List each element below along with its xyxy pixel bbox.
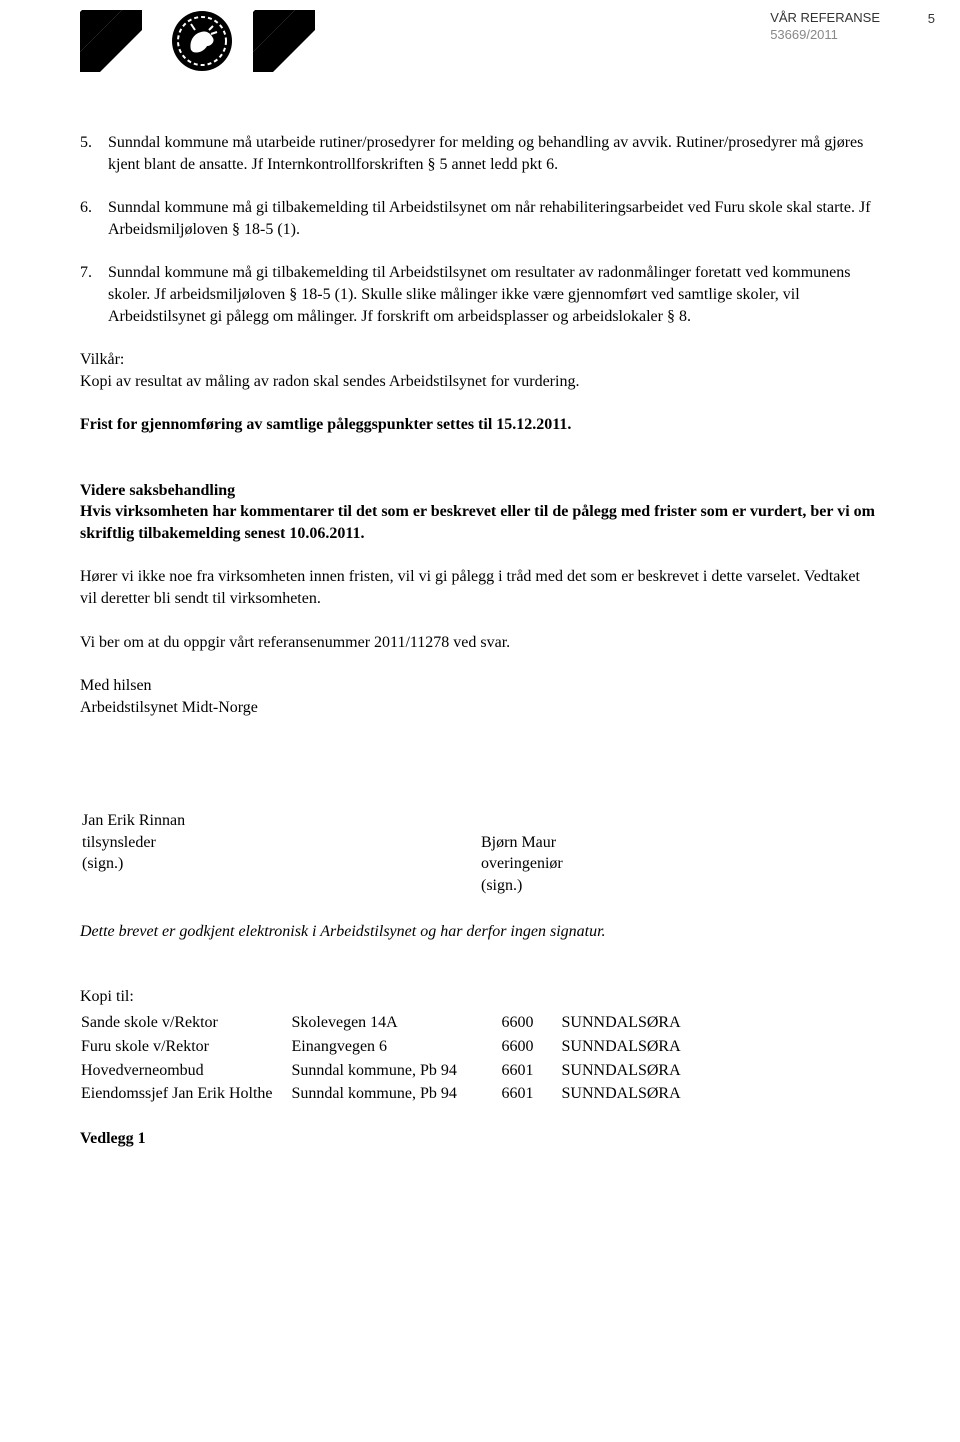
header: VÅR REFERANSE 53669/2011 bbox=[80, 10, 880, 72]
list-number: 6. bbox=[80, 197, 108, 240]
list-item: 6. Sunndal kommune må gi tilbakemelding … bbox=[80, 197, 880, 240]
copy-addr: Sunndal kommune, Pb 94 bbox=[291, 1082, 501, 1106]
sig-left-sign: (sign.) bbox=[82, 855, 123, 872]
table-row: Eiendomssjef Jan Erik Holthe Sunndal kom… bbox=[80, 1082, 699, 1106]
sig-right-name: Bjørn Maur bbox=[481, 834, 556, 851]
table-row: Hovedverneombud Sunndal kommune, Pb 94 6… bbox=[80, 1059, 699, 1083]
videre-heading: Videre saksbehandling bbox=[80, 482, 235, 499]
kopi-label: Kopi til: bbox=[80, 986, 880, 1008]
copy-zip: 6601 bbox=[501, 1059, 561, 1083]
vilkar-label: Vilkår: bbox=[80, 351, 124, 368]
list-body: Sunndal kommune må gi tilbakemelding til… bbox=[108, 197, 880, 240]
frist-paragraph: Frist for gjennomføring av samtlige påle… bbox=[80, 414, 880, 436]
signature-block: Jan Erik Rinnan tilsynsleder (sign.) Bjø… bbox=[80, 808, 880, 898]
page-container: 5 bbox=[0, 0, 960, 1442]
hilsen-line2: Arbeidstilsynet Midt-Norge bbox=[80, 699, 258, 716]
numbered-list: 5. Sunndal kommune må utarbeide rutiner/… bbox=[80, 132, 880, 327]
copy-city: SUNNDALSØRA bbox=[561, 1011, 699, 1035]
logo-block bbox=[80, 10, 315, 72]
copy-table: Sande skole v/Rektor Skolevegen 14A 6600… bbox=[80, 1011, 699, 1105]
copy-name: Sande skole v/Rektor bbox=[80, 1011, 291, 1035]
copy-name: Hovedverneombud bbox=[80, 1059, 291, 1083]
copy-name: Eiendomssjef Jan Erik Holthe bbox=[80, 1082, 291, 1106]
sig-left-title: tilsynsleder bbox=[82, 834, 156, 851]
reference-label: VÅR REFERANSE bbox=[770, 10, 880, 27]
hilsen-paragraph: Med hilsen Arbeidstilsynet Midt-Norge bbox=[80, 675, 880, 718]
videre-text: Hvis virksomheten har kommentarer til de… bbox=[80, 503, 875, 542]
vedlegg-heading: Vedlegg 1 bbox=[80, 1128, 880, 1150]
sig-right-title: overingeniør bbox=[481, 855, 563, 872]
list-number: 7. bbox=[80, 262, 108, 327]
table-row: Furu skole v/Rektor Einangvegen 6 6600 S… bbox=[80, 1035, 699, 1059]
vilkar-text: Kopi av resultat av måling av radon skal… bbox=[80, 373, 579, 390]
copy-city: SUNNDALSØRA bbox=[561, 1059, 699, 1083]
copy-addr: Sunndal kommune, Pb 94 bbox=[291, 1059, 501, 1083]
copy-addr: Einangvegen 6 bbox=[291, 1035, 501, 1059]
list-body: Sunndal kommune må utarbeide rutiner/pro… bbox=[108, 132, 880, 175]
reference-value: 53669/2011 bbox=[770, 27, 880, 44]
table-row: Sande skole v/Rektor Skolevegen 14A 6600… bbox=[80, 1011, 699, 1035]
page-number: 5 bbox=[928, 10, 935, 28]
horer-paragraph: Hører vi ikke noe fra virksomheten innen… bbox=[80, 566, 880, 609]
list-body: Sunndal kommune må gi tilbakemelding til… bbox=[108, 262, 880, 327]
sig-right-sign: (sign.) bbox=[481, 877, 522, 894]
copy-zip: 6600 bbox=[501, 1011, 561, 1035]
copy-city: SUNNDALSØRA bbox=[561, 1082, 699, 1106]
arbeidstilsynet-logo bbox=[80, 10, 315, 72]
videre-paragraph: Videre saksbehandling Hvis virksomheten … bbox=[80, 480, 880, 545]
vilkar-paragraph: Vilkår: Kopi av resultat av måling av ra… bbox=[80, 349, 880, 392]
copy-zip: 6600 bbox=[501, 1035, 561, 1059]
list-item: 5. Sunndal kommune må utarbeide rutiner/… bbox=[80, 132, 880, 175]
godkjent-paragraph: Dette brevet er godkjent elektronisk i A… bbox=[80, 921, 880, 943]
list-number: 5. bbox=[80, 132, 108, 175]
copy-addr: Skolevegen 14A bbox=[291, 1011, 501, 1035]
reference-block: VÅR REFERANSE 53669/2011 bbox=[770, 10, 880, 44]
hilsen-line1: Med hilsen bbox=[80, 677, 152, 694]
refnum-paragraph: Vi ber om at du oppgir vårt referansenum… bbox=[80, 632, 880, 654]
sig-left-name: Jan Erik Rinnan bbox=[82, 812, 185, 829]
copy-zip: 6601 bbox=[501, 1082, 561, 1106]
copy-city: SUNNDALSØRA bbox=[561, 1035, 699, 1059]
copy-name: Furu skole v/Rektor bbox=[80, 1035, 291, 1059]
list-item: 7. Sunndal kommune må gi tilbakemelding … bbox=[80, 262, 880, 327]
